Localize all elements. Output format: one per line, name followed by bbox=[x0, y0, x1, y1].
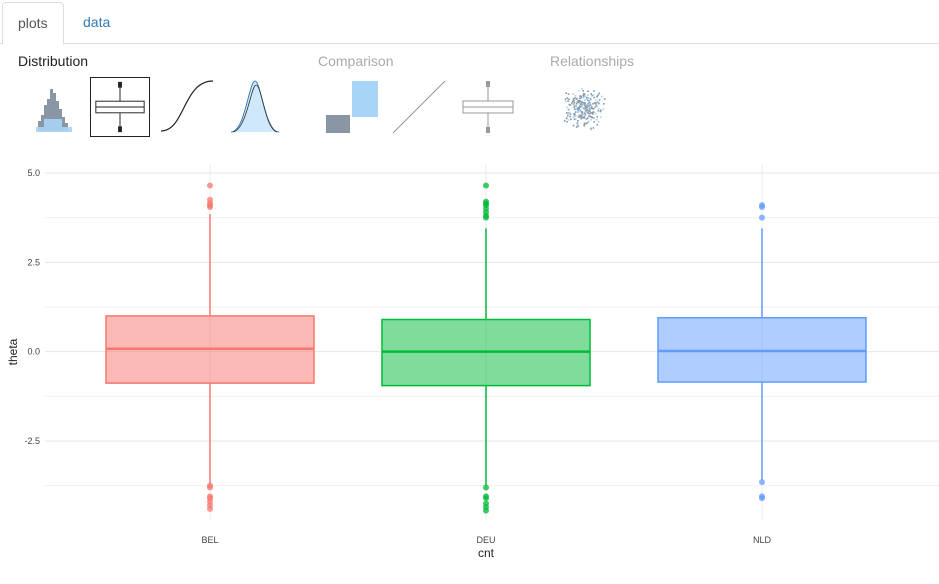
outlier-point bbox=[207, 484, 213, 491]
scatter-thumb-icon[interactable] bbox=[553, 77, 613, 137]
outlier-point bbox=[483, 495, 489, 502]
outlier-point bbox=[759, 214, 765, 221]
box-nld bbox=[657, 202, 867, 502]
outlier-point bbox=[207, 505, 213, 512]
ecdf-thumb-icon[interactable] bbox=[157, 77, 217, 137]
bar-comparison-thumb-icon[interactable] bbox=[322, 77, 382, 137]
outlier-point bbox=[759, 203, 765, 210]
line-comparison-thumb-icon[interactable] bbox=[389, 77, 449, 137]
boxplot-thumb-icon[interactable] bbox=[90, 77, 150, 137]
box-bel bbox=[105, 182, 315, 512]
section-comparison-label: Comparison bbox=[318, 53, 394, 69]
y-tick-label: -2.5 bbox=[24, 436, 40, 446]
outlier-point bbox=[759, 495, 765, 502]
y-axis-title: theta bbox=[6, 338, 20, 365]
boxplot-chart: 5.0 2.5 0.0 -2.5 BEL DEU NLD cnt theta bbox=[6, 165, 939, 560]
tab-plots[interactable]: plots bbox=[2, 2, 64, 45]
boxplot-comparison-thumb-icon[interactable] bbox=[458, 77, 518, 137]
x-tick-label: BEL bbox=[201, 535, 218, 545]
tab-data[interactable]: data bbox=[83, 14, 111, 30]
outlier-point bbox=[483, 507, 489, 514]
section-relationships-label: Relationships bbox=[550, 53, 635, 69]
tab-bar: plots data bbox=[0, 0, 939, 45]
outlier-point bbox=[483, 484, 489, 491]
histogram-thumb-icon[interactable] bbox=[30, 77, 90, 137]
section-distribution-label: Distribution bbox=[18, 53, 89, 69]
box-deu bbox=[381, 182, 591, 514]
outlier-point bbox=[483, 214, 489, 221]
y-tick-label: 2.5 bbox=[27, 257, 40, 267]
y-tick-label: 0.0 bbox=[27, 347, 40, 357]
x-axis-title: cnt bbox=[478, 546, 495, 560]
x-tick-label: NLD bbox=[753, 535, 772, 545]
x-tick-label: DEU bbox=[476, 535, 495, 545]
outlier-point bbox=[483, 182, 489, 189]
y-tick-label: 5.0 bbox=[27, 168, 40, 178]
outlier-point bbox=[759, 479, 765, 486]
density-thumb-icon[interactable] bbox=[225, 77, 285, 137]
outlier-point bbox=[207, 203, 213, 210]
outlier-point bbox=[207, 182, 213, 189]
